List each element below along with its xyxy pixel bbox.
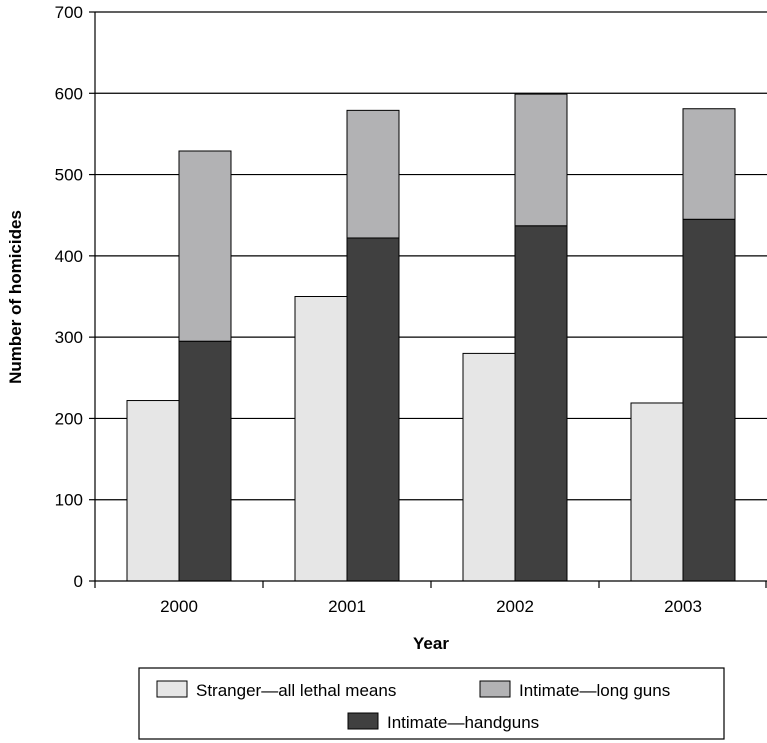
legend-label-intimate-handguns: Intimate—handguns (387, 713, 539, 732)
legend-label-intimate-long-guns: Intimate—long guns (519, 681, 670, 700)
bar-intimate-long-guns-2000 (178, 150, 232, 342)
x-tick-label-2002: 2002 (496, 597, 534, 616)
x-tick-labels: 2000 2001 2002 2003 (160, 597, 702, 616)
bar-intimate-long-guns-2002 (514, 93, 568, 227)
axes (89, 11, 767, 588)
x-tick-label-2001: 2001 (328, 597, 366, 616)
legend-box (138, 667, 725, 740)
bar-intimate-long-guns-2001 (346, 109, 400, 239)
bars (126, 93, 736, 582)
bar-intimate-handguns-2001 (346, 237, 400, 582)
y-tick-label-400: 400 (55, 247, 83, 266)
y-tick-label-500: 500 (55, 166, 83, 185)
bar-stranger-2002 (462, 352, 516, 582)
bar-stranger-2001 (294, 296, 348, 582)
bar-stranger-2003 (630, 402, 684, 582)
legend-swatch-stranger (156, 680, 188, 698)
legend-swatch-intimate-long-guns (479, 680, 511, 698)
legend: Stranger—all lethal means Intimate—long … (138, 667, 725, 740)
x-axis-title: Year (413, 634, 449, 653)
y-tick-label-600: 600 (55, 84, 83, 103)
x-tick-label-2000: 2000 (160, 597, 198, 616)
bar-intimate-long-guns-2003 (682, 108, 736, 220)
bar-intimate-handguns-2003 (682, 218, 736, 582)
x-tick-label-2003: 2003 (664, 597, 702, 616)
y-tick-label-100: 100 (55, 491, 83, 510)
bar-intimate-handguns-2002 (514, 225, 568, 582)
y-tick-label-0: 0 (74, 572, 83, 591)
y-tick-labels: 0 100 200 300 400 500 600 700 (55, 3, 83, 591)
y-tick-label-300: 300 (55, 328, 83, 347)
legend-swatch-intimate-handguns (347, 712, 379, 730)
bar-intimate-handguns-2000 (178, 340, 232, 582)
y-tick-label-200: 200 (55, 409, 83, 428)
y-tick-label-700: 700 (55, 3, 83, 22)
bar-stranger-2000 (126, 400, 180, 582)
legend-label-stranger: Stranger—all lethal means (196, 681, 396, 700)
y-axis-title: Number of homicides (6, 210, 25, 384)
